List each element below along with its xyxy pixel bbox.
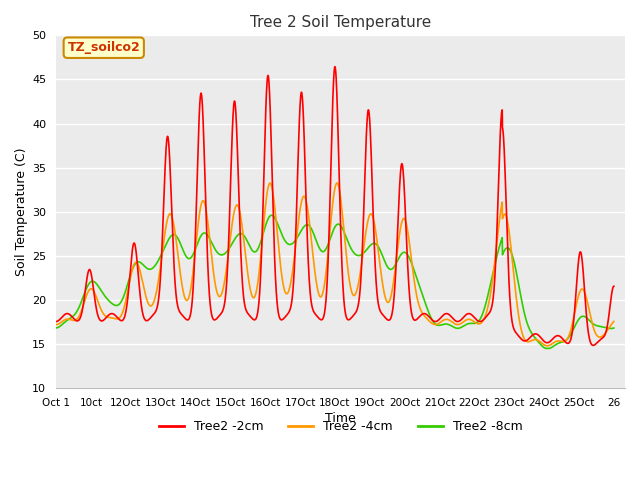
Tree2 -2cm	[589, 343, 597, 348]
Tree2 -2cm	[529, 332, 537, 337]
Line: Tree2 -4cm: Tree2 -4cm	[56, 183, 614, 346]
Tree2 -2cm	[610, 283, 618, 289]
Tree2 -2cm	[364, 113, 371, 119]
Tree2 -4cm	[63, 316, 71, 322]
Tree2 -2cm	[52, 319, 60, 324]
Line: Tree2 -8cm: Tree2 -8cm	[56, 215, 614, 348]
Tree2 -8cm	[529, 333, 537, 338]
Y-axis label: Soil Temperature (C): Soil Temperature (C)	[15, 147, 28, 276]
Text: TZ_soilco2: TZ_soilco2	[67, 41, 140, 54]
Tree2 -8cm	[52, 325, 60, 331]
Tree2 -4cm	[610, 319, 618, 324]
Tree2 -4cm	[529, 337, 537, 343]
Title: Tree 2 Soil Temperature: Tree 2 Soil Temperature	[250, 15, 431, 30]
Line: Tree2 -2cm: Tree2 -2cm	[56, 67, 614, 346]
Tree2 -4cm	[507, 240, 515, 246]
Tree2 -2cm	[331, 64, 339, 70]
Tree2 -8cm	[364, 246, 371, 252]
Tree2 -8cm	[268, 212, 275, 218]
Tree2 -8cm	[610, 325, 618, 331]
Tree2 -4cm	[52, 322, 60, 327]
Legend: Tree2 -2cm, Tree2 -4cm, Tree2 -8cm: Tree2 -2cm, Tree2 -4cm, Tree2 -8cm	[154, 415, 527, 438]
Tree2 -2cm	[268, 180, 276, 186]
Tree2 -2cm	[507, 304, 515, 310]
X-axis label: Time: Time	[325, 412, 356, 425]
Tree2 -8cm	[541, 346, 549, 351]
Tree2 -4cm	[550, 339, 558, 345]
Tree2 -4cm	[364, 220, 371, 226]
Tree2 -8cm	[550, 343, 558, 348]
Tree2 -4cm	[269, 188, 276, 193]
Tree2 -8cm	[63, 317, 71, 323]
Tree2 -2cm	[63, 311, 71, 316]
Tree2 -8cm	[269, 213, 276, 218]
Tree2 -8cm	[507, 248, 515, 253]
Tree2 -4cm	[266, 180, 274, 186]
Tree2 -4cm	[543, 343, 551, 348]
Tree2 -2cm	[550, 335, 558, 340]
